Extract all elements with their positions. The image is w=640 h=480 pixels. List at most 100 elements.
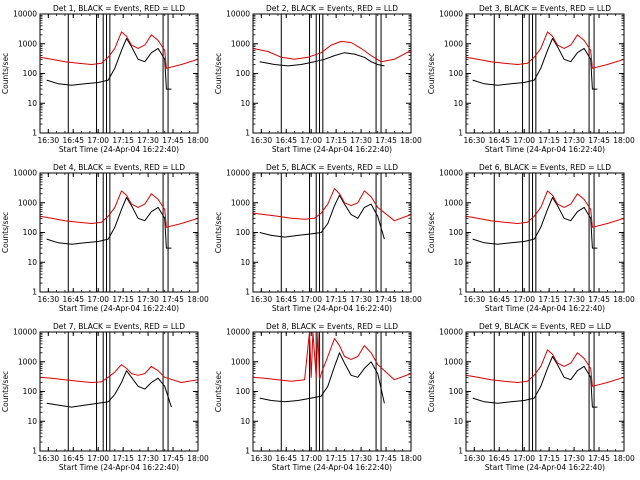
x-tick-label: 17:45 — [162, 454, 184, 463]
plot-frame — [39, 172, 199, 293]
lld-series-line — [39, 31, 199, 69]
panel-9: Det 9, BLACK = Events, RED = LLD Counts/s… — [427, 322, 635, 472]
x-tick-label: 17:45 — [375, 454, 397, 463]
x-axis-label: Start Time (24-Apr-04 16:22:40) — [59, 463, 179, 472]
y-tick-label: 1 — [458, 288, 463, 297]
x-axis-label: Start Time (24-Apr-04 16:22:40) — [59, 304, 179, 313]
x-tick-label: 16:45 — [62, 136, 84, 145]
lld-series-line — [252, 331, 412, 382]
x-tick-label: 17:15 — [325, 136, 347, 145]
chart-title: Det 3, BLACK = Events, RED = LLD — [479, 4, 611, 13]
chart-title: Det 5, BLACK = Events, RED = LLD — [266, 163, 398, 172]
y-tick-label: 100 — [449, 69, 464, 78]
x-tick-label: 18:00 — [400, 295, 422, 304]
events-series-line — [259, 194, 385, 240]
chart-title: Det 6, BLACK = Events, RED = LLD — [479, 163, 611, 172]
plot-frame — [465, 172, 625, 293]
x-tick-label: 17:30 — [137, 454, 159, 463]
y-tick-label: 1 — [458, 129, 463, 138]
y-tick-label: 10 — [240, 258, 250, 267]
y-tick-label: 10 — [453, 258, 463, 267]
y-tick-label: 1000 — [231, 357, 250, 366]
x-tick-label: 17:15 — [112, 136, 134, 145]
y-tick-label: 100 — [449, 228, 464, 237]
chart-title: Det 7, BLACK = Events, RED = LLD — [53, 322, 185, 331]
events-series-line — [472, 197, 598, 249]
y-tick-label: 1000 — [231, 198, 250, 207]
events-series-line — [472, 38, 598, 90]
x-tick-label: 17:45 — [162, 295, 184, 304]
y-tick-label: 10000 — [226, 328, 250, 337]
x-tick-label: 17:15 — [325, 454, 347, 463]
x-axis-label: Start Time (24-Apr-04 16:22:40) — [485, 304, 605, 313]
y-axis-label: Counts/sec — [1, 371, 10, 412]
y-axis-label: Counts/sec — [214, 371, 223, 412]
y-tick-label: 1 — [245, 129, 250, 138]
x-tick-label: 17:15 — [112, 295, 134, 304]
x-tick-label: 18:00 — [400, 454, 422, 463]
y-tick-label: 10 — [27, 417, 37, 426]
events-series-line — [46, 197, 172, 249]
y-tick-label: 1 — [32, 129, 37, 138]
plot-frame — [39, 331, 199, 452]
lld-series-line — [465, 31, 625, 69]
x-tick-label: 16:30 — [464, 454, 486, 463]
y-tick-label: 1000 — [18, 357, 37, 366]
x-tick-label: 17:15 — [538, 454, 560, 463]
y-tick-label: 1 — [32, 447, 37, 456]
y-tick-label: 10 — [453, 99, 463, 108]
y-tick-label: 10000 — [13, 328, 37, 337]
chart-title: Det 9, BLACK = Events, RED = LLD — [479, 322, 611, 331]
lld-series-line — [252, 40, 412, 63]
x-tick-label: 17:15 — [538, 136, 560, 145]
x-tick-label: 17:00 — [513, 295, 535, 304]
x-tick-label: 16:45 — [488, 295, 510, 304]
x-tick-label: 16:45 — [488, 454, 510, 463]
x-tick-label: 16:30 — [464, 136, 486, 145]
x-tick-label: 16:45 — [275, 295, 297, 304]
x-tick-label: 18:00 — [613, 136, 635, 145]
x-tick-label: 17:30 — [350, 295, 372, 304]
chart-title: Det 1, BLACK = Events, RED = LLD — [53, 4, 185, 13]
plot-frame — [39, 13, 199, 134]
y-tick-label: 1000 — [18, 39, 37, 48]
x-tick-label: 17:45 — [375, 136, 397, 145]
panel-4: Det 4, BLACK = Events, RED = LLD Counts/s… — [1, 163, 209, 313]
x-tick-label: 17:15 — [538, 295, 560, 304]
y-tick-label: 10000 — [439, 10, 463, 19]
chart-title: Det 2, BLACK = Events, RED = LLD — [266, 4, 398, 13]
x-tick-label: 16:30 — [38, 454, 60, 463]
x-tick-label: 16:30 — [38, 295, 60, 304]
x-tick-label: 17:30 — [137, 136, 159, 145]
x-tick-label: 18:00 — [400, 136, 422, 145]
chart-title: Det 8, BLACK = Events, RED = LLD — [266, 322, 398, 331]
y-axis-label: Counts/sec — [1, 212, 10, 253]
x-tick-label: 17:00 — [87, 295, 109, 304]
panel-3: Det 3, BLACK = Events, RED = LLD Counts/s… — [427, 4, 635, 154]
x-axis-label: Start Time (24-Apr-04 16:22:40) — [272, 463, 392, 472]
y-tick-label: 1 — [32, 288, 37, 297]
x-tick-label: 18:00 — [613, 295, 635, 304]
y-tick-label: 10 — [27, 99, 37, 108]
x-tick-label: 17:00 — [87, 136, 109, 145]
y-tick-label: 10000 — [226, 169, 250, 178]
x-tick-label: 17:15 — [112, 454, 134, 463]
y-tick-label: 100 — [449, 387, 464, 396]
events-series-line — [259, 352, 385, 404]
x-axis-label: Start Time (24-Apr-04 16:22:40) — [59, 145, 179, 154]
y-axis-label: Counts/sec — [427, 212, 436, 253]
x-tick-label: 17:00 — [513, 136, 535, 145]
x-tick-label: 16:30 — [251, 295, 273, 304]
y-tick-label: 1 — [458, 447, 463, 456]
chart-title: Det 4, BLACK = Events, RED = LLD — [53, 163, 185, 172]
x-axis-label: Start Time (24-Apr-04 16:22:40) — [272, 304, 392, 313]
panel-7: Det 7, BLACK = Events, RED = LLD Counts/s… — [1, 322, 209, 472]
plot-frame — [252, 13, 412, 134]
x-tick-label: 17:00 — [513, 454, 535, 463]
panel-8: Det 8, BLACK = Events, RED = LLD Counts/s… — [214, 322, 422, 472]
plot-frame — [465, 13, 625, 134]
x-tick-label: 17:00 — [300, 454, 322, 463]
x-tick-label: 16:30 — [251, 454, 273, 463]
x-tick-label: 17:00 — [87, 454, 109, 463]
